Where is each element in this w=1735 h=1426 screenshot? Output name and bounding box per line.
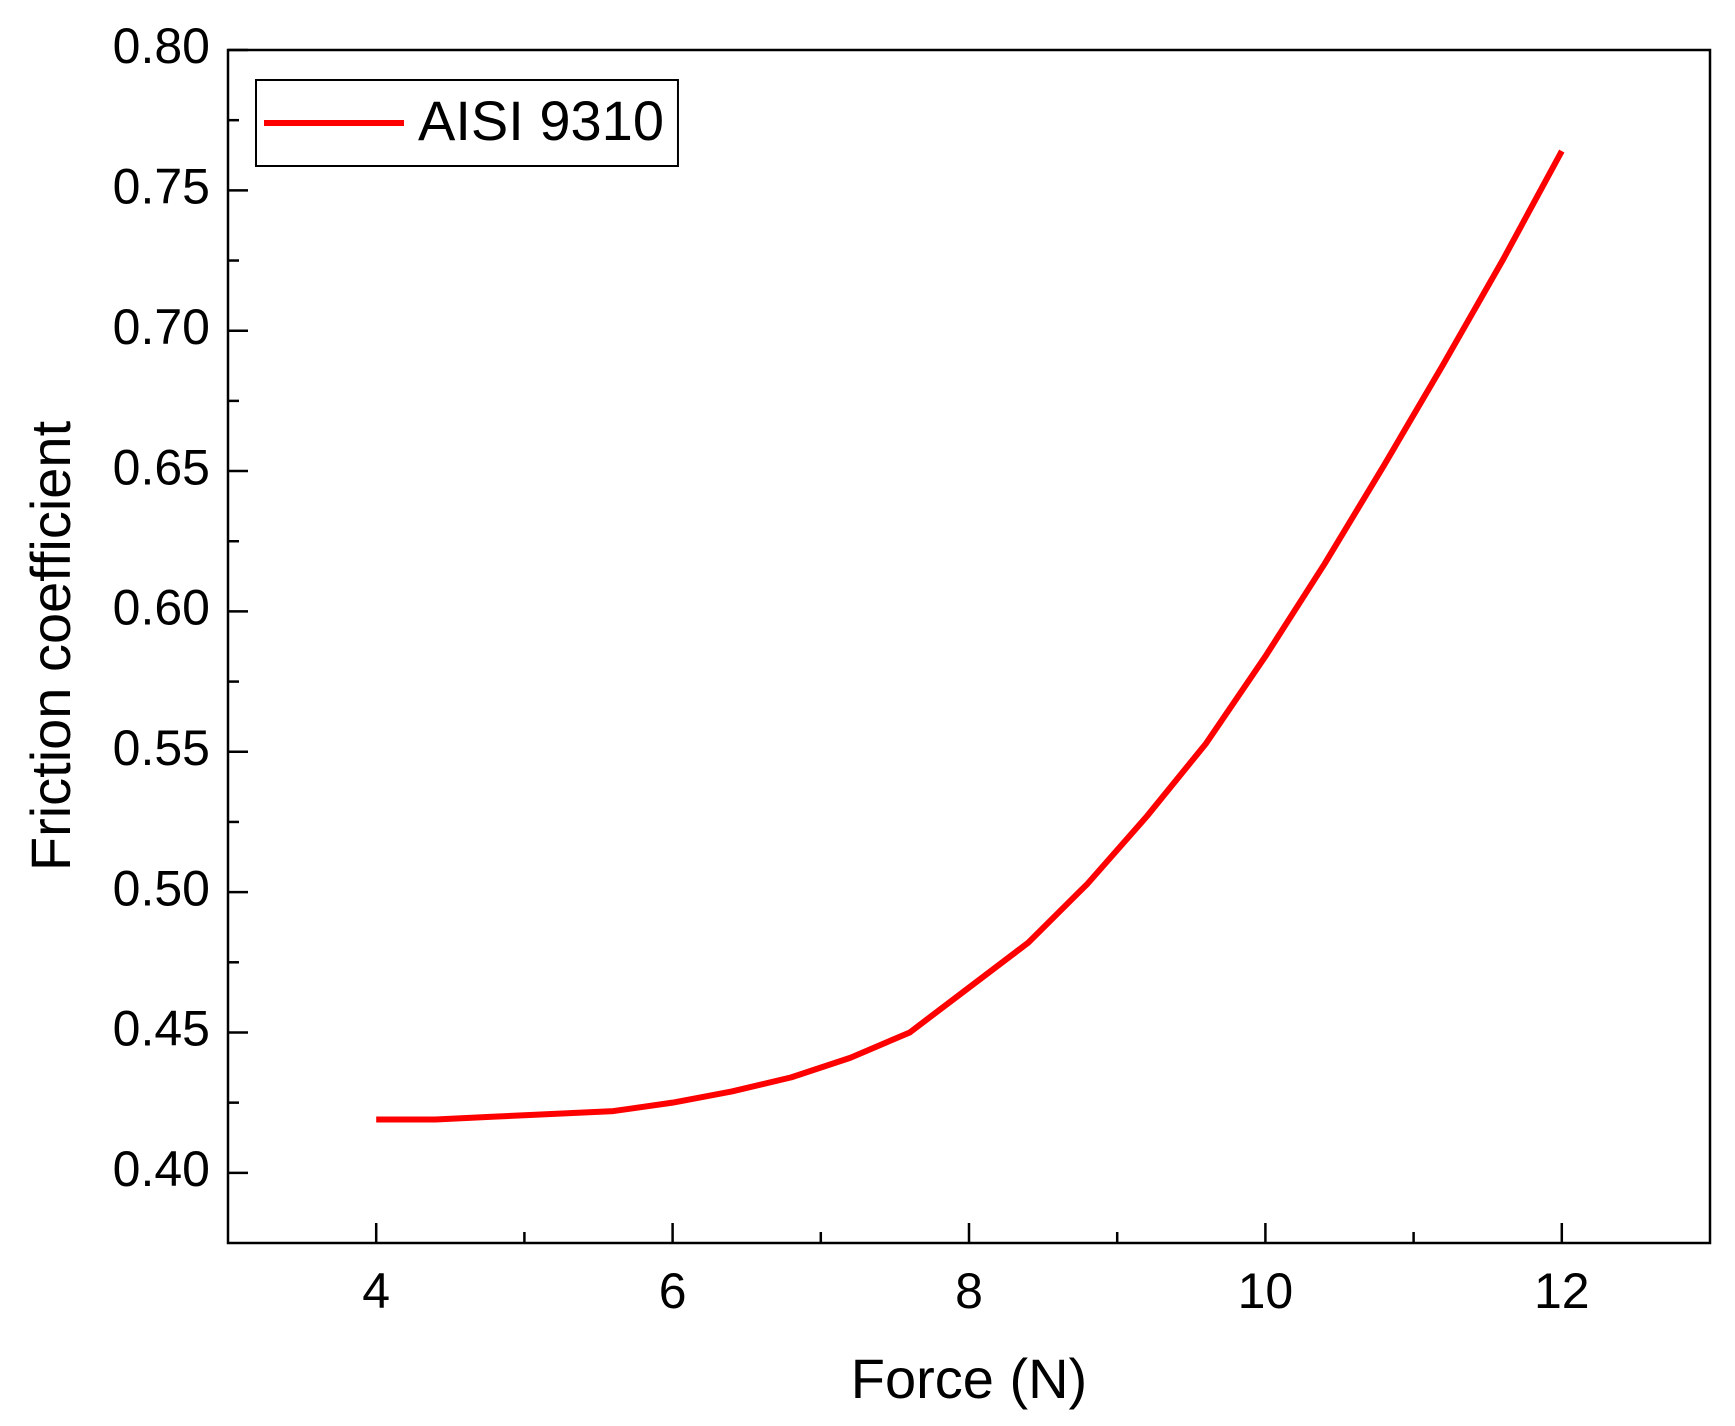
plot-frame (226, 48, 1712, 1245)
x-axis-title: Force (N) (851, 1347, 1087, 1410)
x-tick-label: 4 (362, 1263, 390, 1319)
y-tick-label: 0.60 (113, 580, 210, 636)
y-tick-label: 0.70 (113, 299, 210, 355)
y-tick-label: 0.80 (113, 18, 210, 74)
y-tick-label: 0.50 (113, 860, 210, 916)
x-tick-label: 10 (1238, 1263, 1294, 1319)
y-tick-label: 0.40 (113, 1141, 210, 1197)
y-tick-label: 0.75 (113, 159, 210, 215)
y-tick-label: 0.65 (113, 439, 210, 495)
y-tick-label: 0.45 (113, 1001, 210, 1057)
legend-label: AISI 9310 (418, 89, 664, 152)
x-tick-label: 8 (955, 1263, 983, 1319)
x-tick-label: 6 (659, 1263, 687, 1319)
data-line (376, 149, 1565, 1123)
y-tick-label: 0.55 (113, 720, 210, 776)
y-axis-title: Friction coefficient (19, 420, 82, 871)
x-tick-label: 12 (1534, 1263, 1590, 1319)
